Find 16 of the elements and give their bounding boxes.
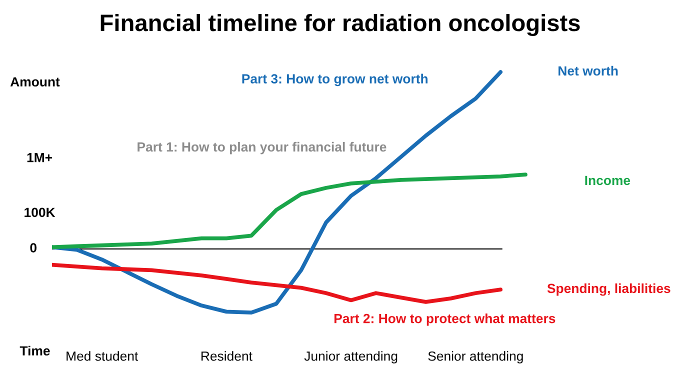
x-tick-label: Junior attending — [304, 351, 398, 364]
text: Spending, liabilities — [547, 283, 670, 296]
text: Income — [585, 176, 630, 186]
chart-title: Financial timeline for radiation oncologists — [100, 14, 580, 36]
x-axis-title: Time — [20, 346, 50, 356]
text: Net worth — [558, 66, 618, 76]
annotation: 100K — [24, 208, 56, 218]
annotation: 1M+ — [27, 153, 52, 162]
text: 0 — [30, 243, 37, 252]
y-axis-title: Amount — [10, 77, 60, 87]
text: Part 2: How to protect what matters — [334, 314, 556, 326]
x-tick-label: Senior attending — [428, 351, 523, 364]
x-tick-label: Med student — [66, 351, 138, 361]
x-tick-label: Resident — [201, 351, 252, 361]
annotation: Part 1: How to plan your financial future — [138, 142, 386, 154]
annotation: Part 3: How to grow net worth — [242, 74, 428, 86]
